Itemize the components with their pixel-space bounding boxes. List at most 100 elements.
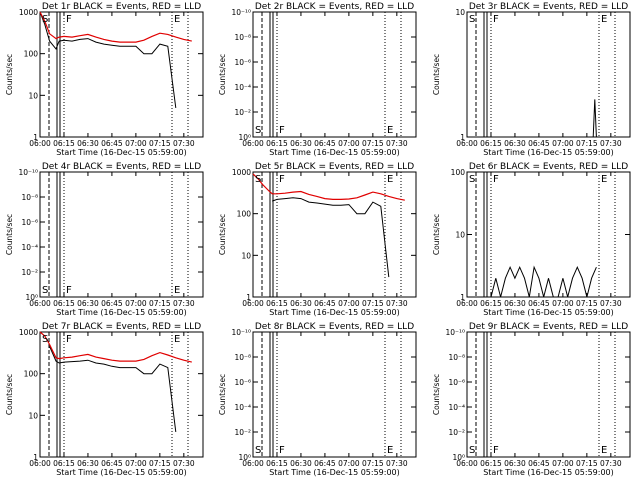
y-axis-label: Counts/sec xyxy=(218,374,227,415)
x-axis-label: Start Time (16-Dec-15 05:59:00) xyxy=(56,308,187,317)
x-tick-label: 06:30 xyxy=(77,299,99,308)
x-tick-label: 07:00 xyxy=(125,459,147,468)
y-tick-label: 100 xyxy=(237,210,252,219)
marker-e: E xyxy=(601,174,607,185)
panel-title: Det 2r BLACK = Events, RED = LLD xyxy=(255,2,414,12)
series-line-events xyxy=(49,346,177,432)
marker-f: F xyxy=(493,14,499,25)
series-line-events xyxy=(272,197,390,278)
y-tick-label: 10⁻² xyxy=(448,428,465,437)
x-tick-label: 07:00 xyxy=(338,459,360,468)
marker-f: F xyxy=(66,285,72,296)
marker-f: F xyxy=(493,174,499,185)
y-tick-label: 10⁻⁸ xyxy=(21,193,38,202)
x-tick-label: 06:45 xyxy=(314,299,336,308)
x-tick-label: 07:15 xyxy=(576,299,598,308)
marker-e: E xyxy=(387,174,393,185)
x-tick-label: 07:30 xyxy=(600,299,622,308)
x-tick-label: 06:15 xyxy=(266,139,288,148)
marker-s: S xyxy=(42,14,48,25)
y-tick-label: 10⁻⁶ xyxy=(234,378,251,387)
panel-title: Det 1r BLACK = Events, RED = LLD xyxy=(42,2,201,12)
marker-f: F xyxy=(279,174,285,185)
plot-frame xyxy=(466,331,631,458)
x-axis-label: Start Time (16-Dec-15 05:59:00) xyxy=(483,148,614,157)
y-tick-label: 1000 xyxy=(232,168,251,177)
panel-title: Det 9r BLACK = Events, RED = LLD xyxy=(469,322,628,332)
y-tick-label: 1000 xyxy=(19,8,38,17)
x-tick-label: 06:00 xyxy=(29,139,51,148)
x-tick-label: 07:00 xyxy=(552,299,574,308)
x-tick-label: 07:15 xyxy=(362,299,384,308)
y-tick-label: 1000 xyxy=(19,328,38,337)
x-tick-label: 06:15 xyxy=(480,459,502,468)
marker-e: E xyxy=(387,445,393,456)
panel-det-1: Det 1r BLACK = Events, RED = LLD 06:00 06:… xyxy=(5,2,204,157)
marker-e: E xyxy=(174,285,180,296)
panel-title: Det 5r BLACK = Events, RED = LLD xyxy=(255,162,414,172)
y-tick-label: 10 xyxy=(28,411,38,420)
y-tick-label: 10 xyxy=(28,91,38,100)
marker-e: E xyxy=(387,125,393,136)
y-tick-label: 10⁻² xyxy=(234,428,251,437)
x-tick-label: 07:00 xyxy=(125,139,147,148)
y-tick-label: 10 xyxy=(241,251,251,260)
panel-det-4: Det 4r BLACK = Events, RED = LLD 06:00 06:… xyxy=(5,162,204,317)
x-axis-label: Start Time (16-Dec-15 05:59:00) xyxy=(269,468,400,477)
y-tick-label: 10⁻⁴ xyxy=(234,403,251,412)
y-tick-label: 1 xyxy=(460,293,465,302)
marker-s: S xyxy=(255,445,261,456)
y-tick-label: 1 xyxy=(246,293,251,302)
panel-title: Det 8r BLACK = Events, RED = LLD xyxy=(255,322,414,332)
x-axis-label: Start Time (16-Dec-15 05:59:00) xyxy=(483,308,614,317)
marker-s: S xyxy=(255,174,261,185)
x-tick-label: 06:30 xyxy=(290,299,312,308)
marker-e: E xyxy=(601,14,607,25)
panel-det-8: Det 8r BLACK = Events, RED = LLD 06:00 06:… xyxy=(218,322,417,477)
y-tick-label: 100 xyxy=(451,168,466,177)
x-tick-label: 06:00 xyxy=(456,139,478,148)
x-tick-label: 07:30 xyxy=(600,459,622,468)
panel-title: Det 4r BLACK = Events, RED = LLD xyxy=(42,162,201,172)
plot-frame xyxy=(466,11,631,138)
x-tick-label: 07:30 xyxy=(173,139,195,148)
marker-f: F xyxy=(66,14,72,25)
x-tick-label: 06:15 xyxy=(266,299,288,308)
y-tick-label: 10⁻⁶ xyxy=(448,378,465,387)
marker-f: F xyxy=(279,125,285,136)
panel-title: Det 7r BLACK = Events, RED = LLD xyxy=(42,322,201,332)
y-axis-label: Counts/sec xyxy=(432,214,441,255)
marker-s: S xyxy=(42,334,48,345)
x-tick-label: 06:30 xyxy=(77,139,99,148)
marker-e: E xyxy=(174,14,180,25)
y-tick-label: 10⁻⁴ xyxy=(234,83,251,92)
x-tick-label: 07:15 xyxy=(149,299,171,308)
y-tick-label: 10⁰ xyxy=(25,293,38,302)
y-tick-label: 10⁻² xyxy=(21,268,38,277)
x-axis-label: Start Time (16-Dec-15 05:59:00) xyxy=(56,468,187,477)
x-tick-label: 06:45 xyxy=(528,299,550,308)
x-tick-label: 07:00 xyxy=(338,139,360,148)
x-tick-label: 06:45 xyxy=(101,299,123,308)
y-tick-label: 10⁻¹⁰ xyxy=(445,328,465,337)
y-axis-label: Counts/sec xyxy=(5,54,14,95)
marker-s: S xyxy=(469,445,475,456)
y-axis-label: Counts/sec xyxy=(218,54,227,95)
x-axis-label: Start Time (16-Dec-15 05:59:00) xyxy=(269,308,400,317)
x-tick-label: 06:00 xyxy=(29,299,51,308)
x-tick-label: 06:30 xyxy=(504,459,526,468)
plot-frame xyxy=(39,171,204,298)
x-tick-label: 06:15 xyxy=(480,139,502,148)
x-tick-label: 06:45 xyxy=(314,139,336,148)
x-tick-label: 07:15 xyxy=(362,459,384,468)
x-tick-label: 06:45 xyxy=(314,459,336,468)
y-tick-label: 10⁻⁸ xyxy=(448,353,465,362)
y-tick-label: 10⁰ xyxy=(238,133,251,142)
plot-frame xyxy=(252,11,417,138)
x-tick-label: 06:45 xyxy=(101,139,123,148)
x-tick-label: 06:00 xyxy=(242,459,264,468)
